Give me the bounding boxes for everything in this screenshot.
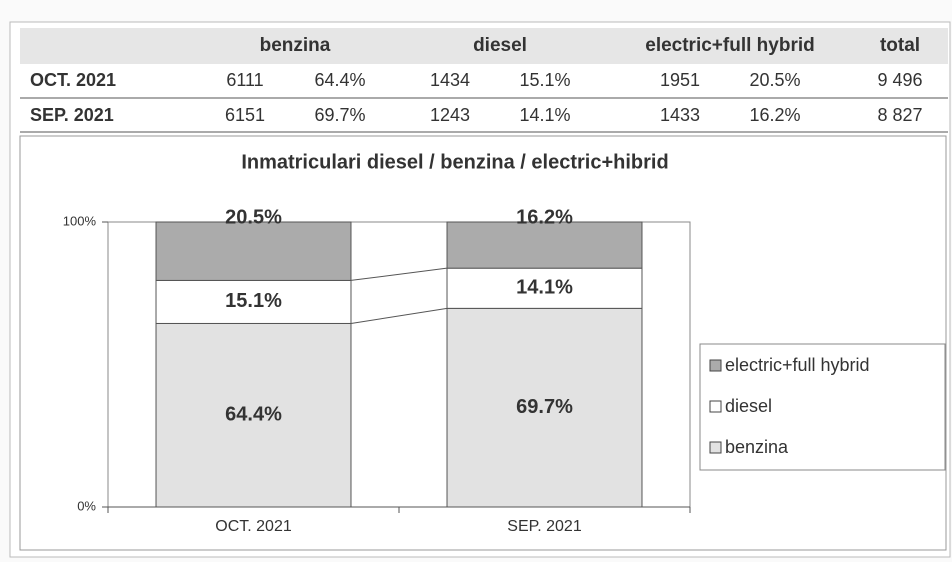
data-label: 69.7% <box>516 396 573 418</box>
row-label: SEP. 2021 <box>30 105 114 125</box>
chart-title: Inmatriculari diesel / benzina / electri… <box>241 151 668 173</box>
table-cell: 6151 <box>225 105 265 125</box>
bar-segment <box>446 267 643 309</box>
table-cell: 6111 <box>226 70 263 90</box>
legend-swatch <box>709 441 722 454</box>
table-cell: 14.1% <box>519 105 570 125</box>
data-label: 14.1% <box>516 277 573 299</box>
legend-label: electric+full hybrid <box>725 355 870 375</box>
table-header: benzina <box>260 35 331 56</box>
table-cell: 1951 <box>660 70 700 90</box>
table-header: diesel <box>473 35 527 56</box>
table-cell: 16.2% <box>749 105 800 125</box>
table-cell: 1243 <box>430 105 470 125</box>
data-label: 16.2% <box>516 206 573 228</box>
data-label: 15.1% <box>225 290 282 312</box>
bar-segment <box>155 322 352 508</box>
bar-segment <box>446 307 643 508</box>
data-label: 64.4% <box>225 404 282 426</box>
y-tick-label: 0% <box>77 498 96 513</box>
table-cell: 64.4% <box>314 70 365 90</box>
table-cell: 1433 <box>660 105 700 125</box>
legend-swatch <box>709 359 722 372</box>
x-tick-label: OCT. 2021 <box>215 518 292 535</box>
table-cell: 9 496 <box>877 70 922 90</box>
legend-swatch <box>709 400 722 413</box>
series-line <box>350 267 448 281</box>
y-tick-label: 100% <box>63 213 97 228</box>
bar-segment <box>155 279 352 324</box>
bar-segment <box>446 221 643 269</box>
series-line <box>350 307 448 324</box>
table-header-bg <box>20 28 948 64</box>
legend-label: benzina <box>725 437 789 457</box>
data-label: 20.5% <box>225 206 282 228</box>
table-cell: 1434 <box>430 70 470 90</box>
table-cell: 20.5% <box>749 70 800 90</box>
table-cell: 15.1% <box>519 70 570 90</box>
legend-label: diesel <box>725 396 772 416</box>
table-cell: 8 827 <box>877 105 922 125</box>
x-tick-label: SEP. 2021 <box>507 518 582 535</box>
row-label: OCT. 2021 <box>30 70 116 90</box>
table-header: total <box>880 35 920 56</box>
table-cell: 69.7% <box>314 105 365 125</box>
legend-box <box>699 343 946 471</box>
bar-segment <box>155 221 352 281</box>
table-header: electric+full hybrid <box>645 35 814 56</box>
